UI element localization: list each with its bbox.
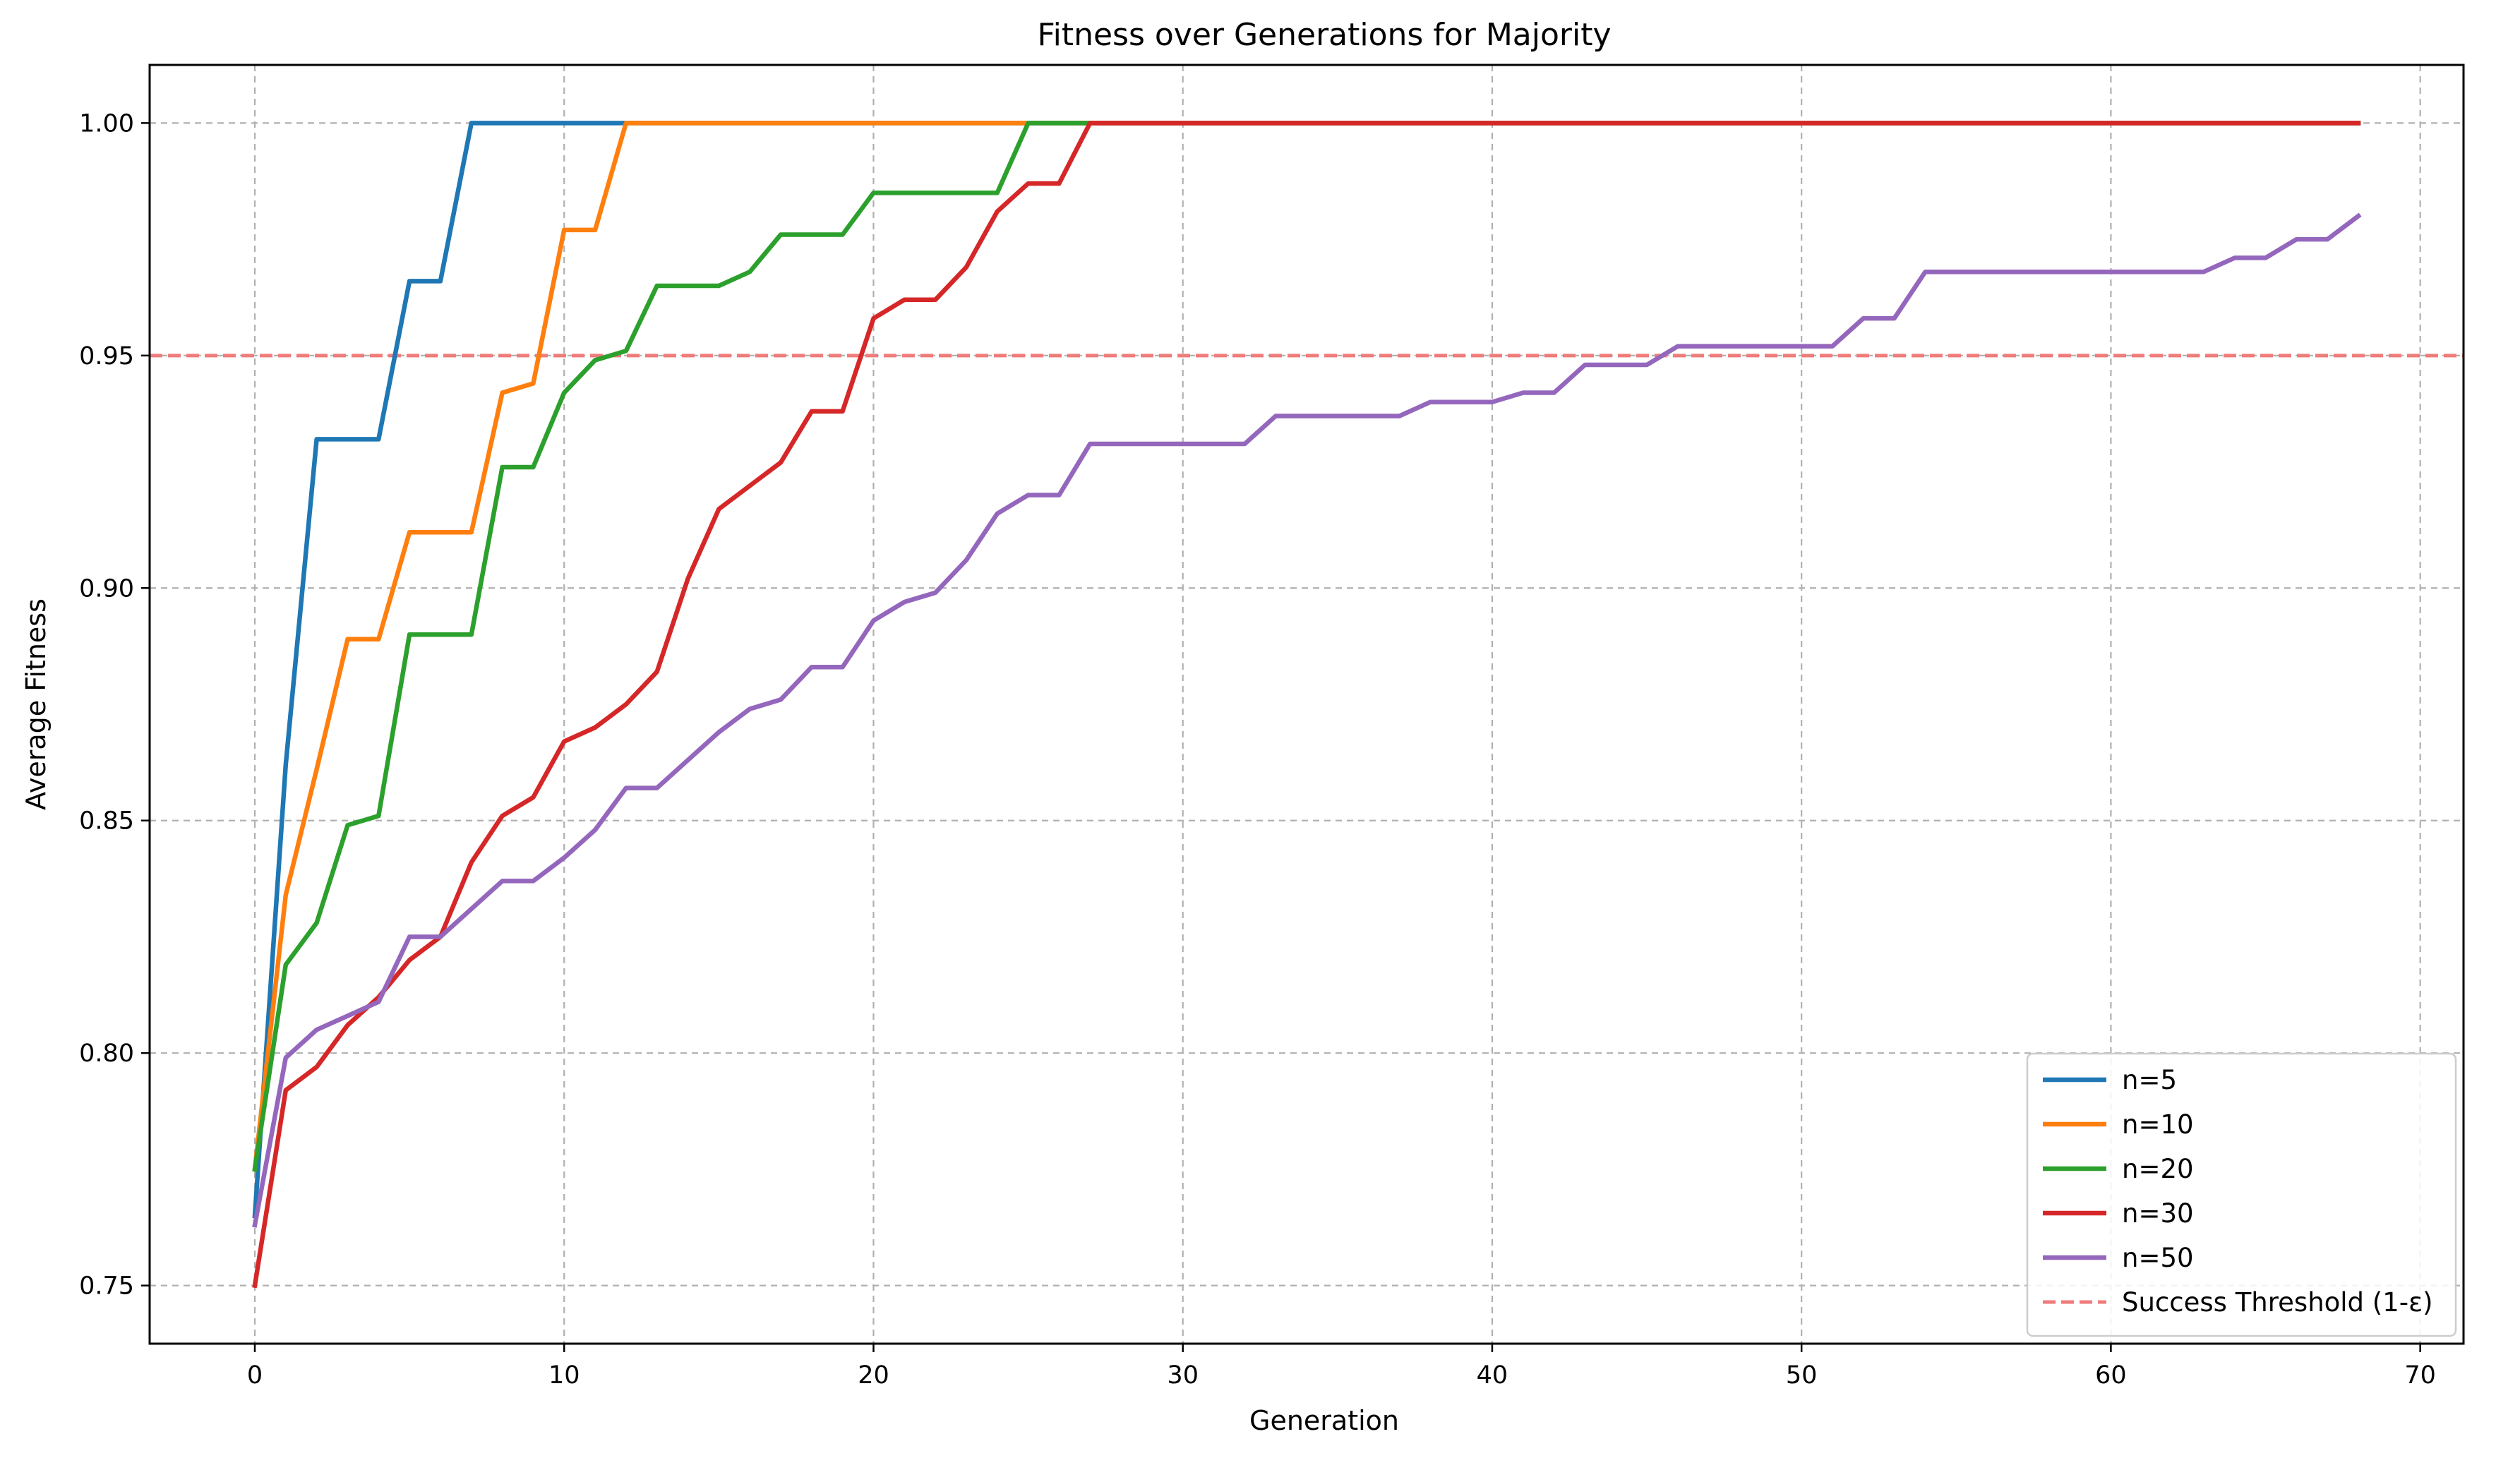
legend-label: n=20	[2122, 1154, 2194, 1184]
series-line-n-30	[252, 121, 2361, 1289]
x-tick-label: 60	[2095, 1361, 2127, 1390]
y-tick-label: 0.90	[79, 574, 134, 603]
x-tick-label: 50	[1786, 1361, 1818, 1390]
legend: n=5 n=10 n=20 n=30 n=50 Success Threshold (1-…	[2026, 1052, 2457, 1337]
series-layer	[252, 121, 2362, 1289]
series-line-n-5	[252, 121, 2361, 1219]
legend-label: n=5	[2122, 1065, 2177, 1095]
series-line-n-20	[252, 121, 2361, 1172]
legend-label: Success Threshold (1-ε)	[2122, 1287, 2433, 1318]
y-axis-ticks: 0.75 0.80 0.85 0.90 0.95 1.00	[79, 109, 150, 1301]
x-axis-label: Generation	[1249, 1405, 1399, 1436]
y-tick-label: 0.85	[79, 807, 134, 836]
chart-title: Fitness over Generations for Majority	[1037, 17, 1611, 53]
x-tick-label: 70	[2404, 1361, 2436, 1390]
x-tick-label: 30	[1167, 1361, 1199, 1390]
series-line-n-10	[252, 121, 2361, 1172]
legend-label: n=30	[2122, 1198, 2194, 1229]
legend-label: n=10	[2122, 1109, 2194, 1140]
x-tick-label: 0	[247, 1361, 263, 1390]
x-tick-label: 10	[548, 1361, 580, 1390]
legend-label: n=50	[2122, 1243, 2194, 1273]
legend-box	[2026, 1052, 2457, 1337]
y-axis-label: Average Fitness	[20, 598, 52, 810]
y-tick-label: 0.95	[79, 342, 134, 370]
plot-frame	[148, 64, 2465, 1345]
series-line-n-50	[252, 212, 2362, 1228]
y-tick-label: 0.80	[79, 1040, 134, 1068]
y-tick-label: 0.75	[79, 1272, 134, 1301]
y-tick-label: 1.00	[79, 109, 134, 138]
x-tick-label: 40	[1477, 1361, 1508, 1390]
x-axis-ticks: 0 10 20 30 40 50 60 70	[247, 1344, 2436, 1390]
x-tick-label: 20	[858, 1361, 889, 1390]
